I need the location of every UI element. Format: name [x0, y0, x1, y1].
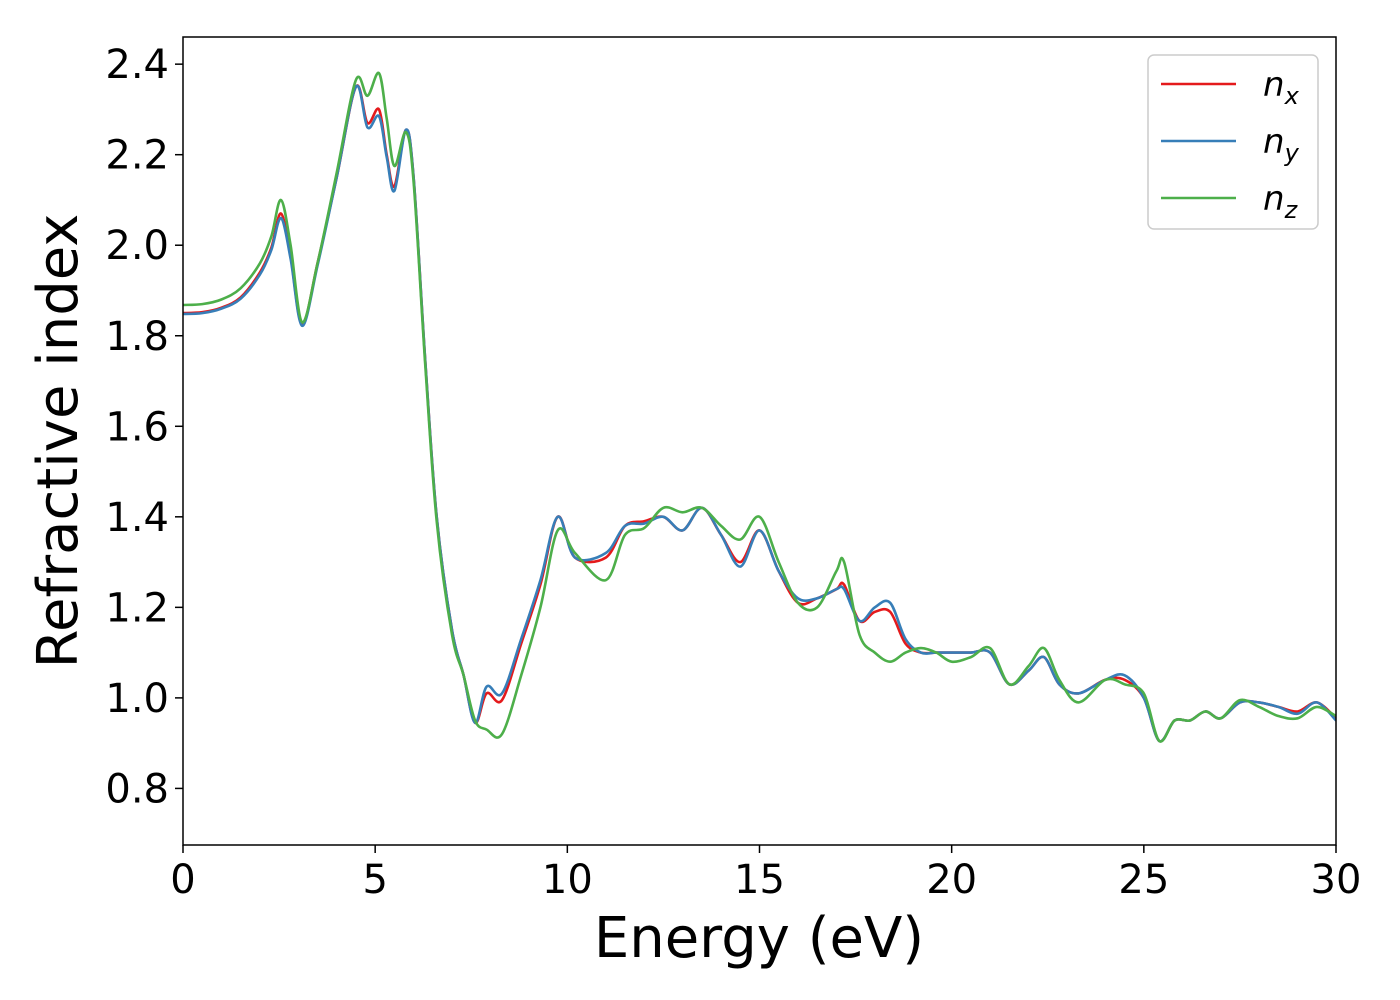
legend-label-nx: nx [1263, 65, 1300, 110]
y-tick-label: 2.2 [105, 133, 169, 179]
y-tick-label: 0.8 [105, 766, 169, 812]
y-axis-label: Refractive index [26, 214, 91, 669]
legend-label-nz: nz [1263, 179, 1299, 224]
x-tick-label: 5 [362, 857, 387, 903]
y-tick-label: 1.4 [105, 495, 169, 541]
x-tick-label: 15 [734, 857, 785, 903]
x-tick-label: 25 [1118, 857, 1169, 903]
x-tick-label: 10 [542, 857, 593, 903]
legend-items: nx ny nz [1161, 65, 1300, 224]
y-tick-label: 1.0 [105, 676, 169, 722]
y-tick-label: 2.0 [105, 223, 169, 269]
y-tick-label: 1.8 [105, 314, 169, 360]
x-axis-label: Energy (eV) [594, 906, 924, 971]
y-tick-label: 2.4 [105, 42, 169, 88]
legend-label-ny: ny [1263, 122, 1300, 167]
y-tick-label: 1.6 [105, 404, 169, 450]
y-tick-label: 1.2 [105, 585, 169, 631]
legend: nx ny nz [1147, 54, 1319, 230]
x-tick-label: 20 [926, 857, 977, 903]
x-tick-label: 30 [1311, 857, 1362, 903]
x-tick-label: 0 [170, 857, 195, 903]
series-layer [183, 71, 1336, 743]
ticks-layer: 0 5 10 15 20 25 30 0.8 1.0 1.2 1.4 1.6 1.8 2.0 2.2 2.4 [105, 42, 1361, 903]
series-line-nz [183, 71, 1336, 743]
